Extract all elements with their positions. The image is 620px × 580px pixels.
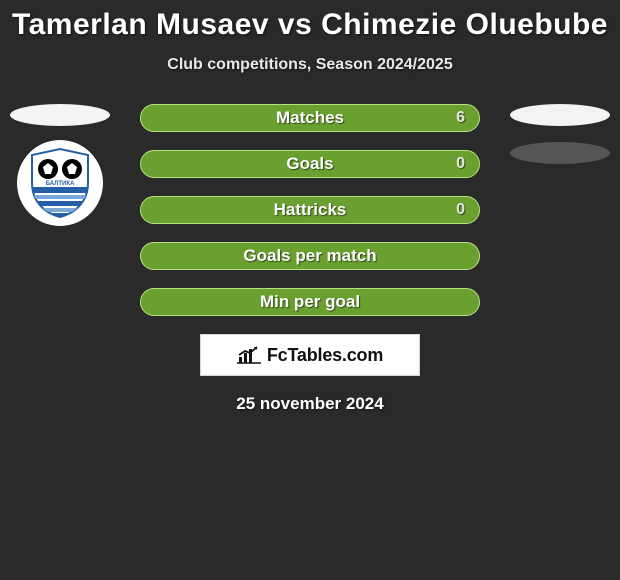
svg-text:БАЛТИКА: БАЛТИКА [46,181,75,187]
bar-goals: Goals 0 [140,150,480,178]
club-shield-icon: БАЛТИКА [26,147,94,219]
bar-matches: Matches 6 [140,104,480,132]
branding-box[interactable]: FcTables.com [200,334,420,376]
bar-label: Goals per match [243,246,376,266]
club-badge: БАЛТИКА [17,140,103,226]
left-ellipse-0 [10,104,110,126]
bar-label: Matches [276,108,344,128]
bar-label: Hattricks [274,200,347,220]
bar-value: 6 [456,109,465,127]
bar-min-per-goal: Min per goal [140,288,480,316]
branding-text: FcTables.com [267,345,383,366]
bar-value: 0 [456,201,465,219]
content-area: БАЛТИКА Matches 6 Goals 0 Hattricks 0 [0,104,620,414]
right-column [510,104,610,178]
bar-label: Min per goal [260,292,360,312]
bar-value: 0 [456,155,465,173]
bar-label: Goals [286,154,333,174]
stat-bars: Matches 6 Goals 0 Hattricks 0 Goals per … [140,104,480,316]
left-column: БАЛТИКА [10,104,110,226]
subtitle: Club competitions, Season 2024/2025 [0,56,620,74]
page-title: Tamerlan Musaev vs Chimezie Oluebube [0,8,620,42]
right-ellipse-1 [510,142,610,164]
date-label: 25 november 2024 [0,394,620,414]
right-ellipse-0 [510,104,610,126]
bar-hattricks: Hattricks 0 [140,196,480,224]
chart-icon [237,345,261,365]
bar-goals-per-match: Goals per match [140,242,480,270]
comparison-card: Tamerlan Musaev vs Chimezie Oluebube Clu… [0,0,620,414]
